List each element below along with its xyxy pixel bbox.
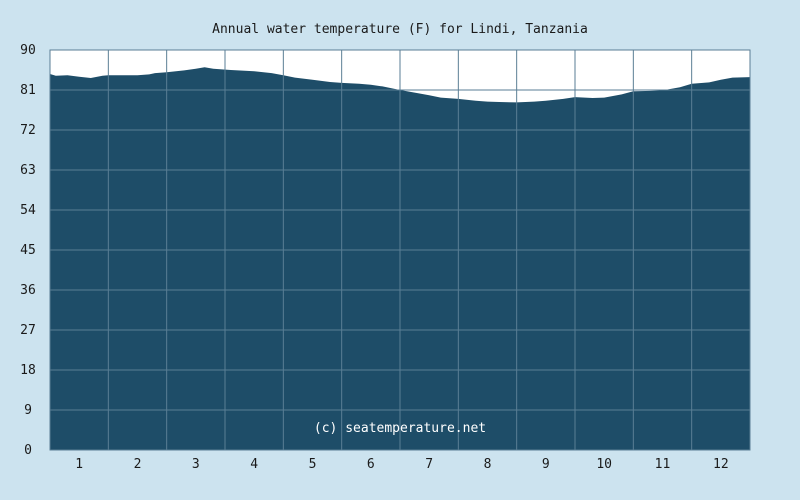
x-tick-label: 9 (542, 457, 550, 472)
x-tick-label: 10 (596, 457, 612, 472)
x-tick-label: 8 (484, 457, 492, 472)
plot-border (49, 49, 751, 451)
y-tick-label: 27 (20, 323, 36, 338)
x-tick-label: 7 (425, 457, 433, 472)
watermark-text: (c) seatemperature.net (314, 421, 486, 436)
x-tick-label: 2 (134, 457, 142, 472)
x-axis: 1 2 3 4 5 6 7 8 9 10 11 12 (75, 457, 728, 472)
y-tick-label: 72 (20, 123, 36, 138)
y-tick-label: 90 (20, 43, 36, 58)
y-axis: 0 9 18 27 36 45 54 63 72 81 90 (20, 43, 36, 458)
y-tick-label: 45 (20, 243, 36, 258)
y-tick-label: 63 (20, 163, 36, 178)
y-tick-label: 18 (20, 363, 36, 378)
y-tick-label: 0 (24, 443, 32, 458)
x-tick-label: 4 (250, 457, 258, 472)
y-tick-label: 54 (20, 203, 36, 218)
x-tick-label: 6 (367, 457, 375, 472)
x-tick-label: 12 (713, 457, 729, 472)
chart-title: Annual water temperature (F) for Lindi, … (212, 22, 588, 37)
x-tick-label: 11 (655, 457, 671, 472)
x-tick-label: 3 (192, 457, 200, 472)
y-tick-label: 81 (20, 83, 36, 98)
x-tick-label: 1 (75, 457, 83, 472)
x-tick-label: 5 (309, 457, 317, 472)
y-tick-label: 9 (24, 403, 32, 418)
y-tick-label: 36 (20, 283, 36, 298)
